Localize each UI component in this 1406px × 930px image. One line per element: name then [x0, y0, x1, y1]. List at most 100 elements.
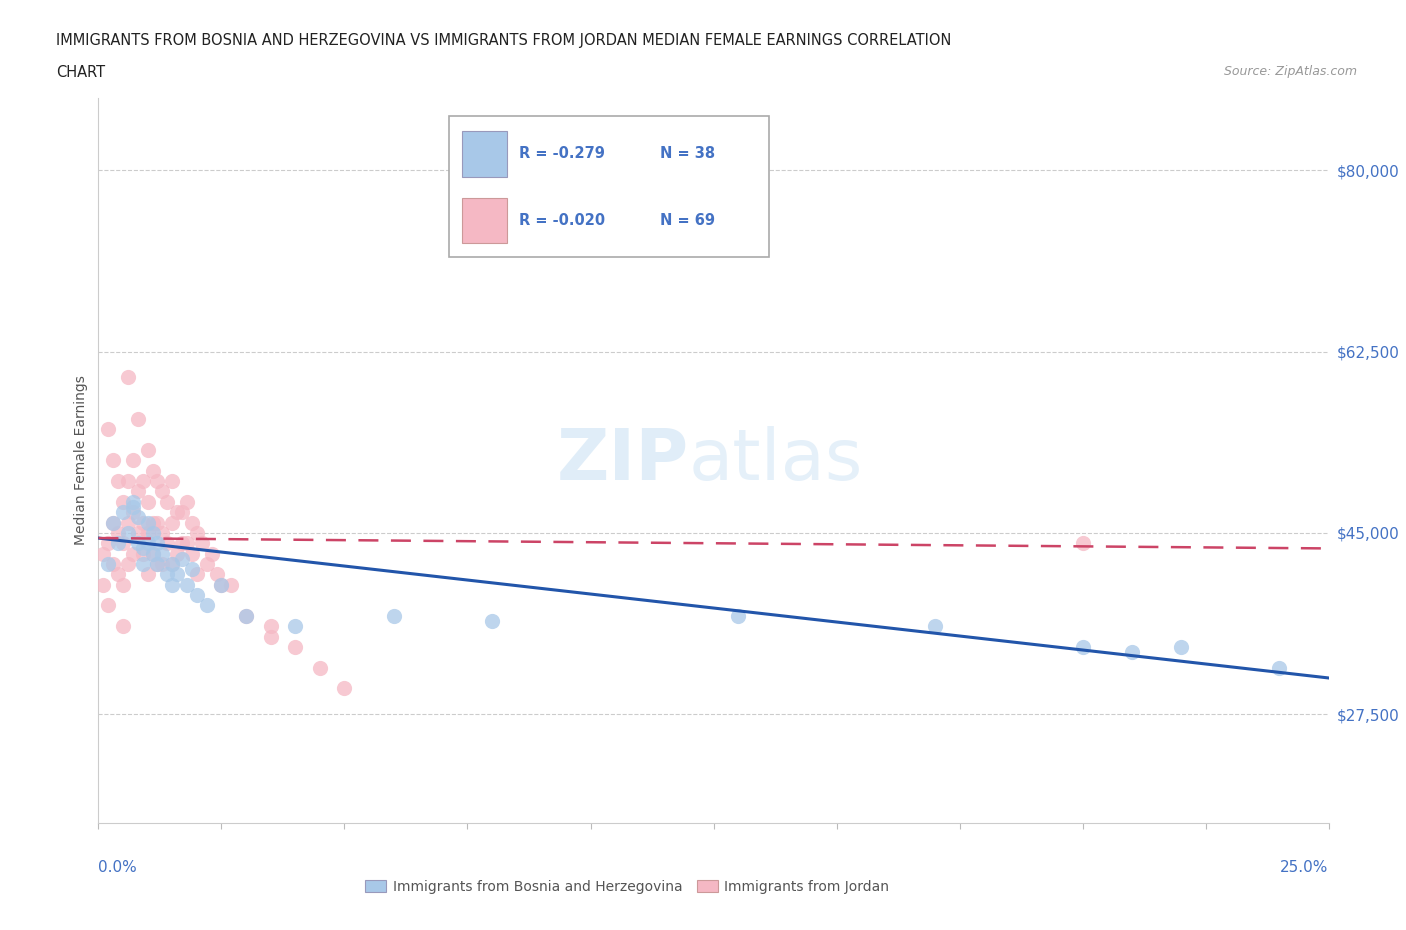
Point	[186, 525, 208, 540]
Point	[181, 515, 204, 530]
Point	[112, 536, 135, 551]
Point	[146, 536, 169, 551]
Point	[142, 546, 165, 561]
Point	[127, 536, 149, 551]
Point	[117, 473, 139, 488]
Point	[186, 588, 208, 603]
Point	[127, 510, 149, 525]
Point	[1268, 660, 1291, 675]
Text: ZIP: ZIP	[557, 426, 689, 495]
Point	[112, 618, 135, 633]
Point	[112, 495, 135, 510]
Point	[205, 567, 228, 582]
Point	[162, 473, 183, 488]
Point	[122, 499, 145, 514]
Point	[1071, 536, 1094, 551]
Point	[186, 567, 208, 582]
Text: IMMIGRANTS FROM BOSNIA AND HERZEGOVINA VS IMMIGRANTS FROM JORDAN MEDIAN FEMALE E: IMMIGRANTS FROM BOSNIA AND HERZEGOVINA V…	[56, 33, 952, 47]
Point	[152, 546, 174, 561]
Point	[136, 525, 159, 540]
Point	[117, 525, 139, 540]
Point	[146, 556, 169, 571]
Point	[156, 567, 179, 582]
Point	[146, 556, 169, 571]
Point	[146, 473, 169, 488]
Point	[132, 515, 155, 530]
Point	[122, 505, 145, 520]
Point	[156, 495, 179, 510]
Point	[127, 411, 149, 426]
Point	[235, 608, 257, 623]
Point	[103, 515, 125, 530]
Point	[97, 556, 120, 571]
Point	[107, 525, 129, 540]
Point	[146, 515, 169, 530]
Point	[103, 515, 125, 530]
Point	[221, 578, 243, 592]
Text: Source: ZipAtlas.com: Source: ZipAtlas.com	[1223, 65, 1357, 78]
Point	[132, 541, 155, 556]
Point	[172, 505, 194, 520]
Point	[211, 578, 233, 592]
Point	[181, 562, 204, 577]
Point	[162, 556, 183, 571]
Point	[132, 546, 155, 561]
Point	[107, 473, 129, 488]
Point	[195, 556, 218, 571]
Point	[107, 536, 129, 551]
Point	[117, 556, 139, 571]
Point	[333, 681, 356, 696]
Point	[156, 536, 179, 551]
Point	[152, 484, 174, 498]
Point	[152, 556, 174, 571]
Point	[201, 546, 224, 561]
Point	[103, 453, 125, 468]
Point	[162, 515, 183, 530]
Point	[181, 546, 204, 561]
Point	[1071, 640, 1094, 655]
Point	[93, 546, 115, 561]
Point	[112, 505, 135, 520]
Point	[284, 618, 307, 633]
Point	[142, 546, 165, 561]
Point	[162, 556, 183, 571]
Point	[176, 578, 198, 592]
Point	[136, 495, 159, 510]
Point	[132, 473, 155, 488]
Point	[1121, 644, 1143, 659]
Point	[260, 629, 283, 644]
Point	[103, 556, 125, 571]
Point	[1170, 640, 1192, 655]
Point	[127, 525, 149, 540]
Point	[97, 422, 120, 437]
Point	[162, 578, 183, 592]
Point	[309, 660, 332, 675]
Point	[97, 598, 120, 613]
Legend: Immigrants from Bosnia and Herzegovina, Immigrants from Jordan: Immigrants from Bosnia and Herzegovina, …	[360, 874, 896, 899]
Y-axis label: Median Female Earnings: Median Female Earnings	[75, 376, 89, 545]
Point	[132, 556, 155, 571]
Point	[112, 578, 135, 592]
Point	[136, 443, 159, 458]
Point	[176, 495, 198, 510]
Point	[122, 495, 145, 510]
Point	[152, 525, 174, 540]
Point	[107, 567, 129, 582]
Point	[136, 567, 159, 582]
Point	[142, 525, 165, 540]
Point	[136, 536, 159, 551]
Point	[122, 546, 145, 561]
Point	[382, 608, 405, 623]
Point	[166, 505, 188, 520]
Point	[117, 370, 139, 385]
Point	[235, 608, 257, 623]
Point	[117, 515, 139, 530]
Point	[97, 536, 120, 551]
Point	[211, 578, 233, 592]
Point	[924, 618, 946, 633]
Point	[142, 463, 165, 478]
Point	[166, 546, 188, 561]
Point	[172, 551, 194, 566]
Text: 0.0%: 0.0%	[98, 860, 138, 875]
Point	[176, 536, 198, 551]
